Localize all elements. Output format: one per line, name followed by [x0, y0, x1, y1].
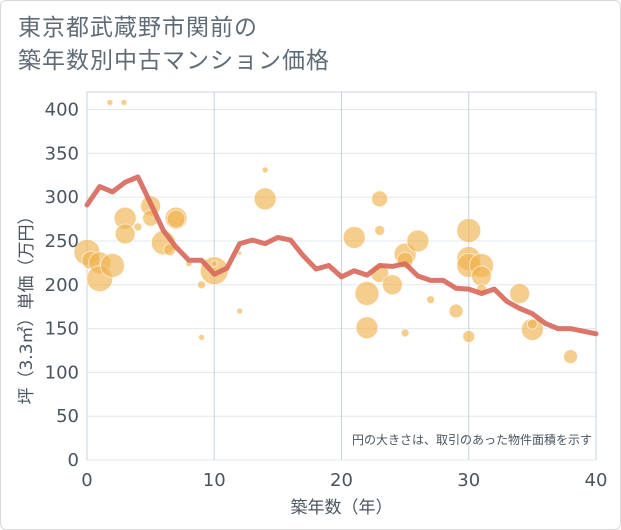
y-tick-label: 0 — [68, 450, 79, 471]
bubble-point — [371, 190, 389, 208]
size-annotation: 円の大きさは、取引のあった物件面積を示す — [352, 432, 592, 447]
y-axis-ticks: 0 50 100 150 200 250 300 350 400 — [45, 100, 79, 471]
y-tick-label: 300 — [45, 187, 79, 208]
bubble-point — [462, 329, 476, 343]
chart-title-line-1: 東京都武蔵野市関前の — [18, 15, 258, 41]
y-tick-label: 250 — [45, 231, 79, 252]
bubble-point — [197, 280, 207, 290]
bubble-point — [448, 303, 464, 319]
y-tick-label: 400 — [45, 100, 79, 121]
bubble-point — [526, 318, 538, 330]
y-tick-label: 100 — [45, 362, 79, 383]
bubble-point — [261, 166, 269, 174]
bubble-point — [354, 281, 380, 307]
bubble-point — [470, 265, 492, 287]
x-tick-label: 20 — [330, 470, 353, 491]
x-axis-ticks: 0 10 20 30 40 — [81, 470, 607, 491]
bubble-point — [198, 333, 206, 341]
bubble-point — [253, 187, 277, 211]
y-tick-label: 50 — [56, 406, 79, 427]
chart-title-line-2: 築年数別中古マンション価格 — [18, 48, 330, 74]
bubble-point — [406, 229, 430, 253]
bubble-point — [426, 295, 436, 305]
x-tick-label: 0 — [81, 470, 92, 491]
x-tick-label: 30 — [457, 470, 480, 491]
bubble-point — [166, 209, 186, 229]
x-tick-label: 40 — [585, 470, 608, 491]
bubble-point — [237, 250, 243, 256]
bubble-point — [210, 260, 218, 268]
bubble-point — [400, 328, 410, 338]
bubble-point — [120, 99, 128, 107]
bubble-point — [236, 307, 244, 315]
y-tick-label: 150 — [45, 319, 79, 340]
bubble-point — [355, 316, 379, 340]
bubble-point — [133, 222, 143, 232]
bubble-point — [509, 283, 531, 305]
bubble-point — [381, 274, 403, 296]
x-axis-label: 築年数（年） — [291, 498, 393, 518]
bubble-point — [114, 223, 136, 245]
chart-title: 東京都武蔵野市関前の 築年数別中古マンション価格 — [18, 12, 330, 78]
bubble-point — [374, 224, 386, 236]
y-axis-label: 坪（3.3㎡）単価（万円） — [17, 207, 37, 404]
x-tick-label: 10 — [203, 470, 226, 491]
bubble-point — [342, 225, 366, 249]
bubble-point — [563, 349, 579, 365]
bubble-point — [106, 99, 114, 107]
y-tick-label: 350 — [45, 143, 79, 164]
bubble-point — [456, 217, 482, 243]
y-tick-label: 200 — [45, 275, 79, 296]
bubble-point — [99, 252, 125, 278]
average-price-line — [84, 174, 599, 337]
